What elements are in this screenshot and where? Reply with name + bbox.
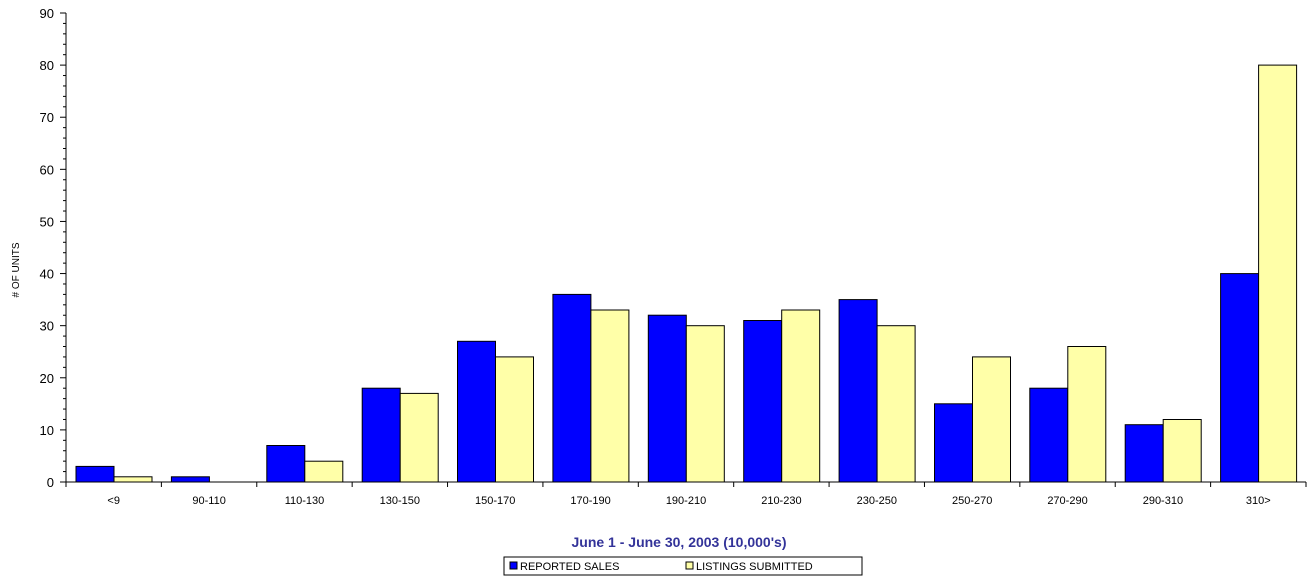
x-tick-label: 170-190 [570, 495, 610, 507]
bar-reported-sales-2 [266, 445, 306, 483]
bar-listings-submitted-8 [876, 325, 916, 483]
bar-reported-sales-1 [170, 476, 210, 483]
bar-reported-sales-6 [647, 314, 687, 483]
bar-reported-sales-9 [934, 403, 973, 483]
x-tick-label: 90-110 [192, 495, 225, 507]
y-tick-label: 50 [40, 214, 54, 229]
bar-listings-submitted-0 [113, 476, 153, 483]
y-tick-label: 60 [40, 162, 54, 177]
x-tick-label: 270-290 [1047, 495, 1087, 507]
bar-reported-sales-11 [1124, 424, 1164, 483]
bar-reported-sales-5 [552, 293, 592, 483]
legend-swatch-listings-submitted [685, 561, 694, 570]
bar-listings-submitted-7 [781, 309, 821, 483]
x-tick-label: <9 [107, 495, 120, 507]
x-tick-label: 290-310 [1143, 495, 1183, 507]
bar-reported-sales-10 [1029, 387, 1069, 483]
legend-box [503, 556, 863, 576]
x-tick-label: 310> [1246, 495, 1271, 507]
axes-layer: 0 10 20 30 40 50 60 70 80 90 <9 90-110 110-130 130-15… [40, 6, 1307, 507]
x-tick-label: 210-230 [761, 495, 801, 507]
bar-listings-submitted-12 [1258, 64, 1298, 483]
x-axis-title: June 1 - June 30, 2003 (10,000's) [571, 534, 786, 550]
y-tick-label: 40 [40, 267, 54, 282]
legend-swatch-reported-sales [509, 561, 518, 570]
bar-reported-sales-8 [838, 299, 878, 483]
y-tick-label: 0 [47, 475, 54, 490]
legend: REPORTED SALES LISTINGS SUBMITTED [503, 556, 863, 576]
x-tick-label: 250-270 [952, 495, 992, 507]
bar-listings-submitted-4 [495, 356, 534, 483]
bar-reported-sales-3 [361, 387, 401, 483]
x-tick-label: 230-250 [857, 495, 897, 507]
bar-reported-sales-0 [75, 465, 115, 483]
bar-listings-submitted-2 [304, 460, 344, 483]
bar-reported-sales-7 [743, 320, 783, 483]
y-axis-title: # OF UNITS [11, 242, 22, 297]
bar-listings-submitted-9 [972, 356, 1011, 483]
bar-listings-submitted-5 [590, 309, 630, 483]
y-tick-label: 80 [40, 58, 54, 73]
y-tick-label: 30 [40, 319, 54, 334]
legend-label-reported-sales: REPORTED SALES [520, 561, 619, 573]
bar-listings-submitted-10 [1067, 346, 1107, 483]
y-tick-label: 20 [40, 371, 54, 386]
bar-listings-submitted-11 [1162, 419, 1202, 483]
bar-listings-submitted-6 [685, 325, 725, 483]
x-tick-label: 190-210 [666, 495, 706, 507]
bar-listings-submitted-3 [399, 392, 439, 483]
bars-layer [75, 64, 1298, 483]
legend-label-listings-submitted: LISTINGS SUBMITTED [696, 561, 813, 573]
y-tick-label: 70 [40, 110, 54, 125]
y-tick-label: 90 [40, 6, 54, 21]
x-tick-label: 150-170 [475, 495, 515, 507]
x-tick-label: 110-130 [285, 495, 325, 507]
y-tick-label: 10 [40, 423, 54, 438]
bar-reported-sales-12 [1220, 273, 1260, 483]
bar-reported-sales-4 [457, 340, 496, 483]
x-tick-label: 130-150 [380, 495, 420, 507]
